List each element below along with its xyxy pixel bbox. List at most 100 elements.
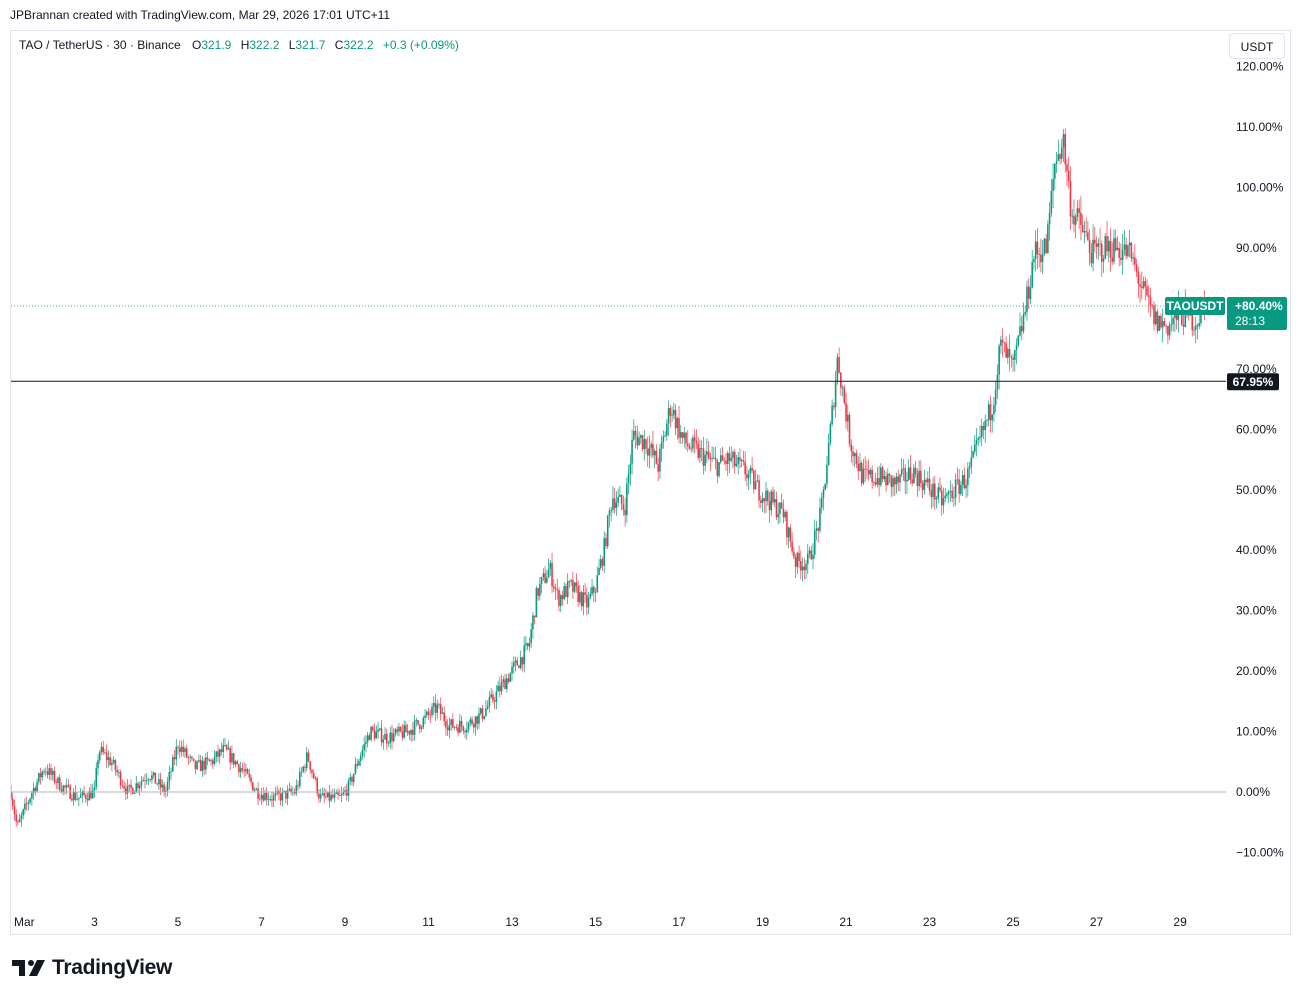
candle: [605, 533, 607, 549]
candle: [161, 779, 164, 792]
candle: [118, 769, 120, 779]
candle: [812, 543, 814, 570]
candle-body: [1010, 356, 1013, 358]
candle-body: [723, 460, 726, 462]
candle-body: [540, 577, 543, 584]
candle: [379, 727, 381, 732]
candle-body: [885, 475, 887, 486]
symbol-price-tag: [1165, 296, 1225, 315]
candle: [391, 724, 393, 750]
candle-body: [1149, 297, 1152, 306]
candle-body: [1106, 236, 1108, 252]
candle-body: [805, 563, 807, 571]
candle-body: [38, 773, 40, 782]
candle-body: [83, 791, 85, 795]
candle-body: [1066, 164, 1068, 172]
candle: [779, 502, 781, 524]
symbol-title[interactable]: TAO / TetherUS · 30 · Binance: [19, 38, 181, 52]
candle-body: [135, 783, 138, 792]
candle-body: [881, 467, 884, 480]
candle: [1003, 341, 1006, 353]
candle: [911, 473, 913, 487]
candle-body: [1005, 343, 1007, 358]
candle: [848, 411, 851, 448]
candle-body: [692, 437, 694, 449]
candle-body: [286, 790, 289, 799]
candle: [387, 740, 390, 747]
currency-unit-button[interactable]: USDT: [1229, 33, 1285, 59]
y-tick-label: 10.00%: [1236, 725, 1277, 739]
candle-body: [735, 463, 738, 467]
candle-body: [626, 483, 628, 516]
candle-body: [85, 794, 87, 799]
candle-body: [1020, 326, 1023, 332]
candle: [1029, 275, 1032, 305]
candle: [509, 672, 512, 683]
candle: [318, 788, 320, 803]
candle-body: [499, 685, 501, 692]
candle-body: [497, 685, 499, 692]
candle-body: [1076, 208, 1079, 217]
candle-body: [921, 483, 924, 491]
candle: [1135, 258, 1138, 278]
x-tick-label: 13: [505, 915, 519, 929]
candle-body: [1165, 325, 1167, 327]
candle-body: [349, 777, 352, 781]
candle-body: [74, 791, 77, 800]
candle-body: [925, 479, 927, 483]
candle-body: [871, 469, 873, 483]
candle-body: [914, 467, 917, 474]
candle: [624, 497, 626, 527]
tradingview-logo[interactable]: TradingView: [12, 956, 172, 980]
candle-body: [1014, 349, 1016, 360]
candle-body: [932, 483, 934, 497]
candle: [264, 789, 266, 801]
candle-body: [994, 389, 997, 405]
candle: [243, 762, 245, 778]
candle: [1146, 279, 1148, 297]
candle-body: [1017, 335, 1020, 346]
candle: [1078, 199, 1080, 229]
candle: [572, 571, 574, 600]
candle-body: [1036, 241, 1039, 255]
candle: [448, 717, 451, 739]
x-tick-label: 23: [923, 915, 937, 929]
candle: [895, 472, 898, 494]
candle: [205, 753, 207, 775]
candle-body: [1041, 254, 1044, 263]
candle-body: [264, 792, 266, 801]
candle-body: [184, 748, 186, 753]
candle-body: [693, 437, 696, 441]
candle: [222, 738, 225, 759]
candle-body: [760, 500, 762, 503]
candle: [332, 789, 334, 800]
candle-body: [702, 448, 705, 466]
candle: [617, 488, 619, 507]
candle: [147, 777, 150, 786]
candle: [810, 545, 813, 561]
y-tick-label: 50.00%: [1236, 483, 1277, 497]
candle: [18, 813, 21, 823]
candle: [22, 808, 24, 820]
candle: [876, 466, 879, 488]
candle: [464, 728, 466, 739]
candle-body: [413, 720, 416, 735]
candle: [598, 558, 600, 576]
candle: [234, 760, 237, 768]
candle: [533, 615, 536, 625]
candle: [1163, 317, 1166, 327]
candle: [1001, 328, 1004, 358]
candle: [248, 768, 251, 781]
candle-body: [1099, 243, 1101, 245]
candle: [13, 799, 16, 821]
candle: [1116, 236, 1119, 251]
candle-body: [1015, 345, 1018, 350]
candle: [29, 797, 31, 805]
candle-body: [512, 662, 515, 667]
candle-body: [554, 588, 557, 590]
candle: [1027, 278, 1030, 310]
candle: [655, 444, 658, 465]
candle-body: [514, 660, 517, 663]
candle-body: [288, 788, 291, 791]
